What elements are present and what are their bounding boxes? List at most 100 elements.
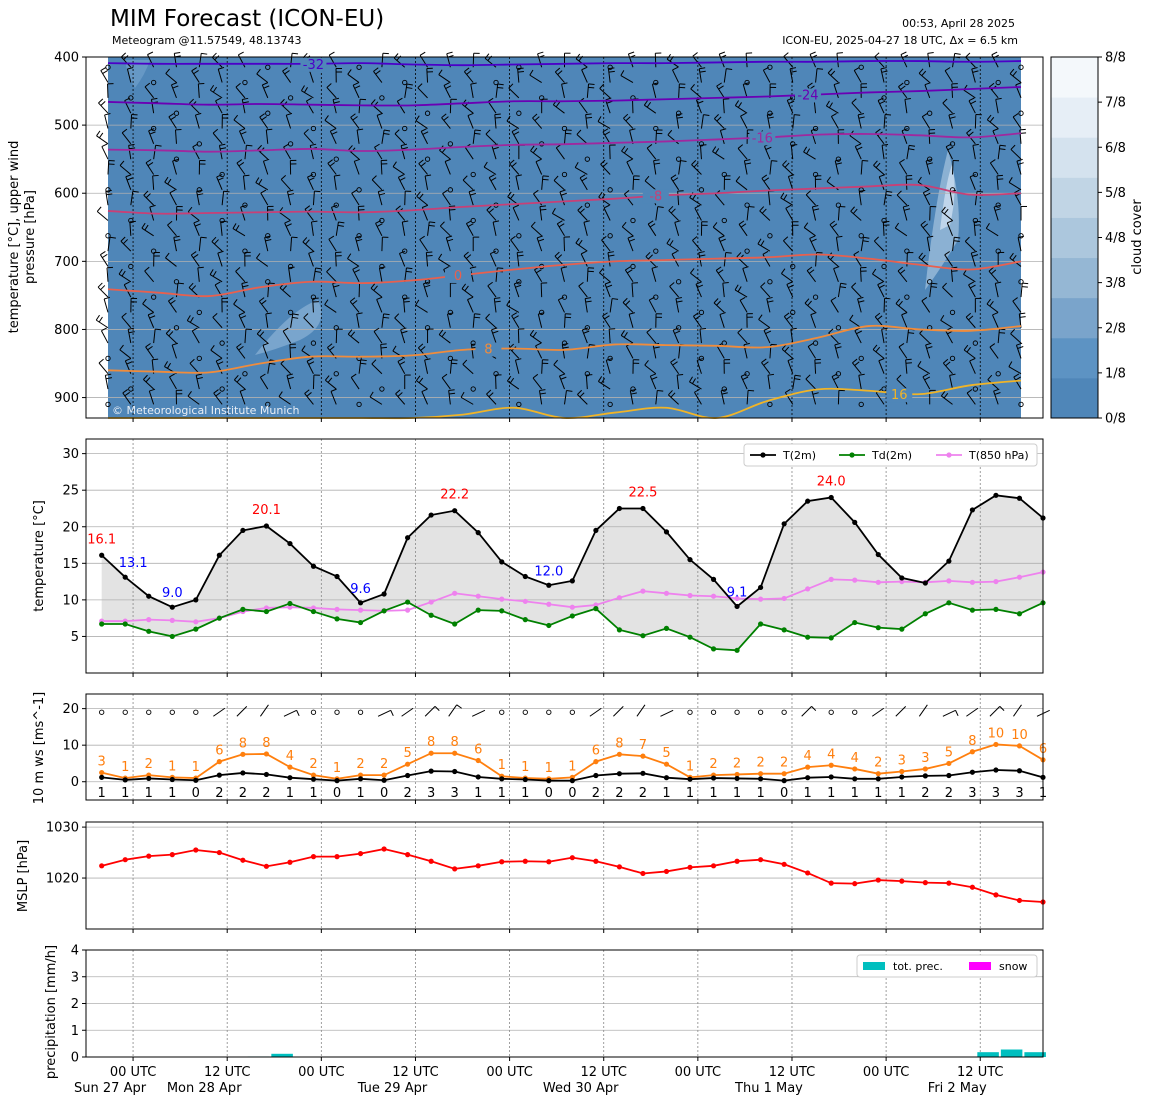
barb-staff: [495, 267, 498, 282]
wind-barb: [148, 388, 156, 405]
barb-feather: [324, 115, 329, 121]
wind-barb: [350, 373, 360, 390]
wind-barb: [349, 297, 360, 313]
barb-feather: [373, 327, 380, 332]
wind-barb: [326, 83, 337, 99]
barb-staff: [898, 346, 908, 359]
barb-feather: [474, 313, 481, 315]
mean-wind-label: 3: [451, 786, 459, 801]
barb-feather: [1012, 297, 1018, 302]
barb-feather: [908, 144, 916, 147]
series-point: [640, 588, 646, 594]
barb-staff: [514, 360, 520, 374]
wind-barb: [624, 266, 634, 283]
barb-staff: [833, 268, 839, 282]
plot-frame: [85, 821, 1044, 930]
barb-staff: [312, 191, 315, 206]
barb-staff: [599, 88, 611, 99]
barb-feather: [493, 220, 500, 223]
barb-feather: [443, 266, 450, 270]
barb-staff: [814, 359, 817, 374]
max-wind-label: 2: [309, 757, 317, 772]
barb-feather: [899, 159, 905, 164]
barb-staff: [760, 286, 771, 298]
barb-staff: [734, 289, 748, 298]
series-point: [758, 596, 764, 602]
series-point: [593, 527, 599, 534]
wind-barb: [128, 143, 136, 160]
barb-staff: [534, 269, 543, 283]
barb-feather: [403, 300, 410, 303]
max-wind-label: 2: [709, 757, 717, 772]
wind-barb: [448, 389, 456, 405]
wind-barb: [649, 373, 658, 390]
barb-staff: [646, 332, 657, 344]
barb-staff: [766, 114, 771, 129]
y-axis-label: temperature [°C], upper wind pressure [hP…: [7, 141, 38, 334]
barb-feather: [738, 220, 745, 225]
barb-feather: [790, 70, 797, 73]
mean-wind-label: 2: [215, 786, 223, 801]
barb-feather: [925, 342, 932, 346]
barb-staff: [532, 377, 543, 390]
wind-barb: [494, 113, 502, 129]
barb-feather: [620, 330, 625, 336]
barb-staff: [963, 273, 976, 283]
barb-feather: [945, 143, 952, 148]
barb-staff: [648, 299, 657, 313]
barb-staff: [1016, 160, 1022, 175]
calm-wind-marker: [424, 156, 431, 162]
barb-staff: [400, 145, 406, 160]
barb-staff: [992, 130, 999, 145]
barb-feather: [836, 52, 843, 54]
barb-staff: [100, 70, 109, 83]
barb-feather: [165, 328, 171, 334]
barb-feather: [904, 97, 911, 100]
barb-staff: [759, 210, 771, 221]
series-point: [240, 606, 246, 612]
barb-staff: [835, 237, 839, 252]
wind-barb: [1020, 205, 1027, 221]
barb-staff: [872, 349, 885, 359]
barb-feather: [507, 191, 512, 198]
barb-feather: [369, 391, 374, 398]
barb-staff: [742, 84, 748, 99]
barb-feather: [830, 296, 837, 301]
barb-staff: [949, 191, 954, 206]
series-point: [922, 880, 928, 886]
barb-staff: [763, 330, 771, 344]
mean-wind-label: 1: [874, 786, 882, 801]
barb-feather: [532, 113, 538, 119]
series-point: [852, 577, 858, 583]
barb-staff: [217, 68, 223, 83]
barb-feather: [765, 146, 772, 150]
wind-barb: [378, 266, 386, 282]
barb-staff: [326, 87, 337, 99]
legend-entry: snow: [999, 960, 1027, 973]
wind-barb: [576, 129, 588, 145]
wind-barb: [579, 174, 588, 191]
barb-staff: [444, 161, 451, 175]
barb-feather: [968, 281, 975, 286]
barb-feather: [697, 284, 704, 288]
series-point: [146, 628, 152, 634]
wind-barb: [667, 129, 679, 145]
barb-feather: [375, 220, 382, 224]
series-point: [687, 864, 693, 870]
barb-feather: [1013, 189, 1020, 194]
barb-feather: [759, 206, 765, 212]
wind-barb: [356, 128, 364, 144]
barb-feather: [417, 83, 423, 89]
barb-feather: [972, 254, 979, 257]
barb-feather: [399, 177, 406, 181]
wind-barb: [655, 206, 664, 221]
series-point: [734, 858, 740, 864]
y-axis-label: temperature [°C]: [32, 500, 47, 612]
barb-feather: [852, 208, 858, 214]
wind-barb: [559, 373, 567, 390]
barb-feather: [304, 205, 311, 210]
barb-feather: [212, 128, 219, 134]
barb-staff: [601, 239, 611, 252]
barb-staff: [597, 121, 611, 129]
